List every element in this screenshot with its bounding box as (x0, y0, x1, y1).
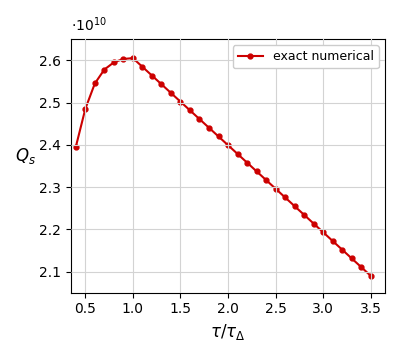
exact numerical (207, 126, 212, 130)
exact numerical (216, 134, 221, 139)
exact numerical (150, 74, 154, 78)
exact numerical (92, 81, 97, 86)
Text: $\cdot10^{10}$: $\cdot10^{10}$ (71, 15, 107, 34)
X-axis label: $\tau/\tau_{\Delta}$: $\tau/\tau_{\Delta}$ (210, 322, 246, 342)
exact numerical (74, 145, 78, 149)
exact numerical (130, 56, 135, 60)
exact numerical (330, 239, 335, 243)
exact numerical (340, 247, 344, 252)
exact numerical (349, 256, 354, 261)
exact numerical (254, 169, 259, 174)
Line: exact numerical: exact numerical (73, 56, 373, 278)
exact numerical (283, 195, 288, 200)
exact numerical (197, 117, 202, 121)
Legend: exact numerical: exact numerical (233, 45, 379, 68)
exact numerical (302, 213, 306, 217)
Y-axis label: $Q_s$: $Q_s$ (15, 146, 36, 166)
exact numerical (140, 65, 145, 69)
exact numerical (83, 107, 88, 111)
exact numerical (368, 274, 373, 278)
exact numerical (359, 265, 364, 269)
exact numerical (311, 221, 316, 226)
exact numerical (121, 57, 126, 61)
exact numerical (292, 204, 297, 208)
exact numerical (235, 152, 240, 156)
exact numerical (273, 187, 278, 191)
exact numerical (102, 67, 107, 72)
exact numerical (168, 91, 173, 95)
exact numerical (112, 60, 116, 65)
exact numerical (245, 160, 250, 165)
exact numerical (321, 230, 326, 235)
exact numerical (264, 178, 268, 182)
exact numerical (178, 100, 183, 104)
exact numerical (159, 82, 164, 86)
exact numerical (226, 143, 230, 147)
exact numerical (188, 108, 192, 112)
